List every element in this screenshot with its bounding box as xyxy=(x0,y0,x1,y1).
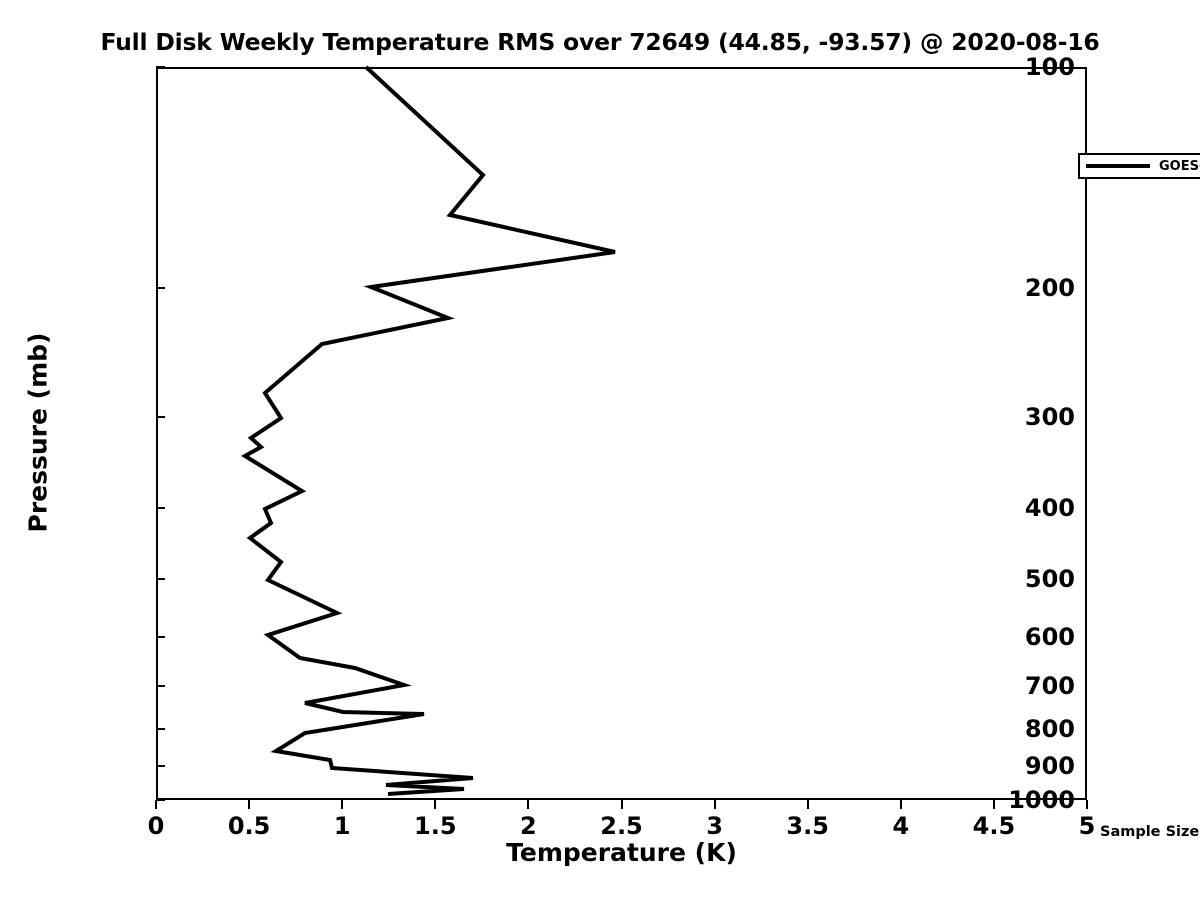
legend-item-label: GOES-16 xyxy=(1159,158,1200,174)
x-tick-mark xyxy=(992,800,995,809)
x-tick-label: 2.5 xyxy=(600,812,643,840)
y-tick-label: 1000 xyxy=(1008,786,1075,814)
x-tick-label: 3.5 xyxy=(786,812,829,840)
y-tick-mark xyxy=(156,286,165,289)
x-tick-mark xyxy=(341,800,344,809)
y-tick-mark xyxy=(156,636,165,639)
legend: GOES-16 xyxy=(1078,153,1200,179)
y-tick-mark xyxy=(156,66,165,68)
x-tick-label: 0.5 xyxy=(227,812,271,840)
data-series-goes16 xyxy=(241,65,616,796)
y-tick-label: 400 xyxy=(1024,494,1075,523)
y-tick-label: 700 xyxy=(1024,672,1075,701)
x-tick-mark xyxy=(527,800,530,809)
y-tick-mark xyxy=(156,727,165,730)
y-axis-ticks: 100 200 300 400 500 600 700 800 900 1000 xyxy=(156,53,1087,814)
x-tick-label: 4.5 xyxy=(972,812,1016,840)
y-tick-mark xyxy=(156,415,165,418)
y-tick-label: 600 xyxy=(1024,623,1075,652)
y-axis-label: Pressure (mb) xyxy=(23,332,53,533)
x-tick-mark xyxy=(620,800,623,809)
x-tick-label: 4 xyxy=(892,812,910,840)
x-tick-label: 1 xyxy=(333,812,351,840)
x-tick-mark xyxy=(806,800,809,809)
y-tick-label: 800 xyxy=(1024,714,1075,743)
plot-area: 0 0.5 1 1.5 2 2.5 3 3.5 4 4.5 5 100 200 300 400 500 600… xyxy=(148,53,1200,840)
x-tick-label: 5 xyxy=(1078,812,1096,840)
x-tick-label: 0 xyxy=(147,812,165,840)
y-tick-mark xyxy=(156,578,165,581)
x-tick-mark xyxy=(248,800,251,809)
legend-line-swatch xyxy=(1086,164,1150,168)
y-tick-mark xyxy=(156,507,165,510)
x-tick-mark xyxy=(434,800,437,809)
x-tick-mark xyxy=(899,800,902,809)
y-tick-label: 300 xyxy=(1024,402,1075,431)
sample-size-annotation: Sample Size = 9 xyxy=(1100,824,1200,840)
y-tick-label: 500 xyxy=(1024,565,1075,594)
y-tick-mark xyxy=(156,799,165,801)
y-tick-label: 200 xyxy=(1024,273,1075,302)
series-line-goes16 xyxy=(241,65,616,796)
y-tick-label: 900 xyxy=(1024,752,1075,781)
y-tick-mark xyxy=(156,685,165,688)
x-tick-label: 3 xyxy=(706,812,723,840)
y-tick-mark xyxy=(156,765,165,768)
y-tick-label: 100 xyxy=(1024,53,1075,81)
page-title: Full Disk Weekly Temperature RMS over 72… xyxy=(100,28,1100,56)
x-tick-label: 1.5 xyxy=(414,812,457,840)
x-tick-mark xyxy=(155,800,157,809)
x-tick-label: 2 xyxy=(520,812,537,840)
x-axis-label: Temperature (K) xyxy=(506,838,737,867)
x-tick-mark xyxy=(713,800,716,809)
x-tick-mark xyxy=(1086,800,1088,809)
